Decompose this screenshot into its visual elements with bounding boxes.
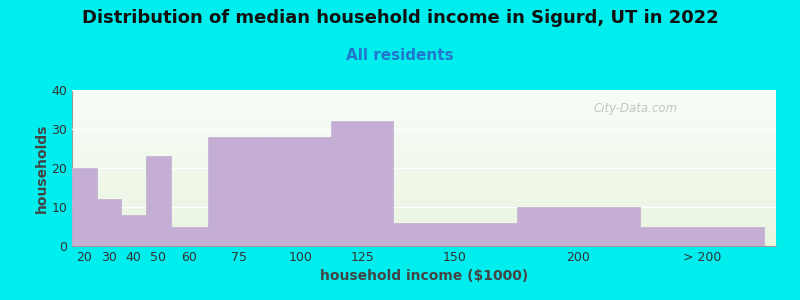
Bar (97, 199, 122, 246)
Text: Distribution of median household income in Sigurd, UT in 2022: Distribution of median household income … (82, 9, 718, 27)
Bar (208, 137, 270, 246)
X-axis label: household income ($1000): household income ($1000) (320, 269, 528, 284)
Bar (331, 121, 393, 246)
Bar (122, 215, 146, 246)
Bar (393, 223, 517, 246)
Bar (72, 168, 97, 246)
Text: All residents: All residents (346, 48, 454, 63)
Bar (171, 226, 208, 246)
Bar (146, 156, 171, 246)
Bar (270, 137, 331, 246)
Y-axis label: households: households (34, 123, 49, 213)
Text: City-Data.com: City-Data.com (593, 102, 678, 115)
Bar (517, 207, 640, 246)
Bar (640, 226, 764, 246)
